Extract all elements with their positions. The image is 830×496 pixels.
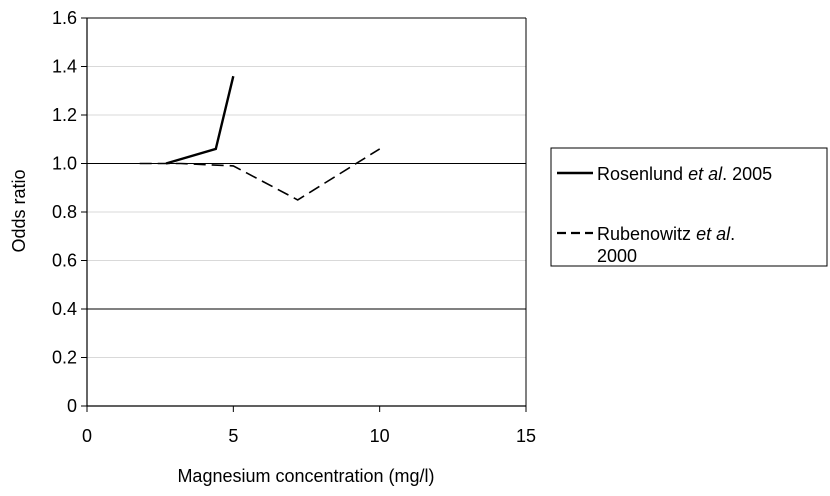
axes — [81, 17, 527, 412]
y-tick-label: 0.2 — [52, 348, 77, 368]
legend-label-part: et al — [696, 224, 731, 244]
y-axis-title: Odds ratio — [9, 169, 29, 252]
x-tick-label: 0 — [82, 426, 92, 446]
series-lines — [139, 75, 381, 201]
series-line-2 — [139, 148, 381, 201]
legend-label-1: Rosenlund et al. 2005 — [597, 164, 772, 184]
y-tick-labels: 0 0.2 0.4 0.6 0.8 1.0 1.2 1.4 1.6 — [52, 8, 77, 416]
y-tick-label: 1.4 — [52, 57, 77, 77]
legend-label-part: . — [730, 224, 735, 244]
y-tick-label: 1.6 — [52, 8, 77, 28]
x-tick-label: 15 — [516, 426, 536, 446]
y-tick-label: 1.2 — [52, 105, 77, 125]
gridlines — [87, 66, 526, 358]
x-tick-labels: 0 5 10 15 — [82, 426, 536, 446]
legend-label-part: Rosenlund — [597, 164, 688, 184]
legend-label-2: Rubenowitz et al. 2000 — [597, 224, 735, 266]
legend-label-part: . 2005 — [722, 164, 772, 184]
legend-box — [550, 147, 828, 267]
x-tick-label: 10 — [370, 426, 390, 446]
x-axis-title: Magnesium concentration (mg/l) — [177, 466, 434, 486]
y-tick-label: 0.8 — [52, 202, 77, 222]
legend-label-part: 2000 — [597, 246, 637, 266]
y-tick-label: 0.6 — [52, 251, 77, 271]
y-tick-label: 0 — [67, 396, 77, 416]
legend-label-part: Rubenowitz — [597, 224, 696, 244]
series-line-1 — [165, 75, 235, 165]
y-tick-label: 0.4 — [52, 299, 77, 319]
legend-label-part: et al — [688, 164, 723, 184]
x-tick-label: 5 — [228, 426, 238, 446]
reference-lines — [87, 163, 526, 310]
y-tick-label: 1.0 — [52, 154, 77, 174]
